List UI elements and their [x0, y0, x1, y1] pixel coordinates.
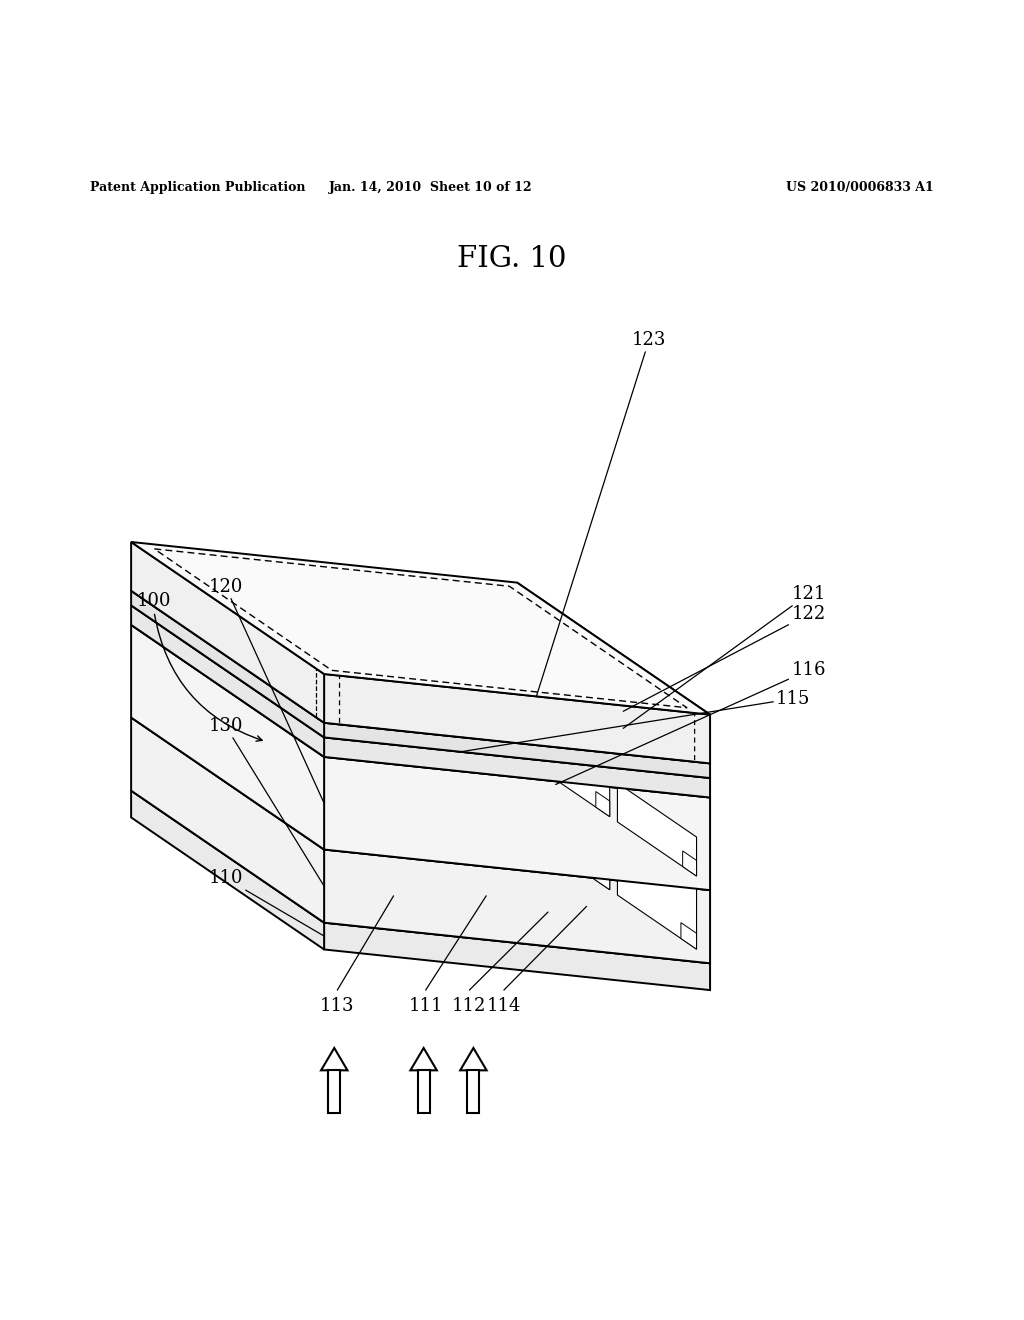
- Polygon shape: [397, 752, 434, 767]
- Polygon shape: [478, 810, 681, 882]
- Text: 122: 122: [624, 606, 825, 711]
- Polygon shape: [467, 1071, 479, 1113]
- Polygon shape: [517, 631, 710, 777]
- Text: FIG. 10: FIG. 10: [458, 244, 566, 273]
- Polygon shape: [131, 624, 325, 850]
- Polygon shape: [369, 800, 406, 814]
- Polygon shape: [683, 851, 696, 876]
- Polygon shape: [617, 783, 696, 876]
- Polygon shape: [484, 812, 521, 826]
- Polygon shape: [322, 1048, 347, 1071]
- Text: 123: 123: [537, 331, 667, 697]
- Polygon shape: [131, 591, 325, 738]
- Polygon shape: [131, 624, 710, 797]
- Polygon shape: [296, 744, 458, 804]
- Polygon shape: [617, 832, 696, 949]
- Polygon shape: [275, 738, 478, 810]
- Polygon shape: [594, 863, 609, 890]
- Text: 120: 120: [209, 578, 325, 803]
- Polygon shape: [596, 792, 609, 817]
- Polygon shape: [131, 543, 325, 723]
- Polygon shape: [412, 756, 574, 816]
- Polygon shape: [325, 756, 710, 890]
- Text: 113: 113: [321, 997, 354, 1015]
- Text: US 2010/0006833 A1: US 2010/0006833 A1: [785, 181, 934, 194]
- Polygon shape: [530, 772, 609, 890]
- Text: 100: 100: [137, 593, 172, 610]
- Text: 114: 114: [486, 997, 521, 1015]
- Polygon shape: [517, 645, 710, 797]
- Polygon shape: [499, 816, 660, 875]
- Text: 130: 130: [208, 717, 325, 886]
- Polygon shape: [253, 787, 290, 803]
- Polygon shape: [131, 606, 710, 777]
- Polygon shape: [131, 543, 710, 714]
- Polygon shape: [131, 591, 710, 763]
- Polygon shape: [267, 792, 429, 851]
- Text: 115: 115: [459, 689, 810, 752]
- Polygon shape: [180, 733, 342, 792]
- Polygon shape: [247, 785, 450, 857]
- Polygon shape: [325, 675, 710, 763]
- Polygon shape: [418, 1071, 430, 1113]
- Text: 121: 121: [624, 585, 825, 729]
- Polygon shape: [325, 850, 710, 964]
- Polygon shape: [362, 797, 565, 870]
- Text: 111: 111: [409, 997, 443, 1015]
- Polygon shape: [391, 751, 594, 822]
- Polygon shape: [530, 723, 609, 817]
- Polygon shape: [325, 923, 710, 990]
- Polygon shape: [460, 1048, 486, 1071]
- Polygon shape: [681, 923, 696, 949]
- Polygon shape: [131, 718, 325, 923]
- Polygon shape: [325, 723, 710, 777]
- Polygon shape: [325, 738, 710, 797]
- Text: 110: 110: [208, 870, 325, 936]
- Polygon shape: [160, 726, 362, 797]
- Polygon shape: [517, 832, 710, 990]
- Text: Patent Application Publication: Patent Application Publication: [90, 181, 306, 194]
- Polygon shape: [517, 582, 710, 763]
- Polygon shape: [517, 758, 710, 964]
- Polygon shape: [131, 791, 325, 949]
- Text: 116: 116: [556, 661, 825, 784]
- Text: Jan. 14, 2010  Sheet 10 of 12: Jan. 14, 2010 Sheet 10 of 12: [329, 181, 532, 194]
- Text: 112: 112: [453, 997, 486, 1015]
- Polygon shape: [131, 718, 710, 890]
- Polygon shape: [328, 1071, 340, 1113]
- Polygon shape: [411, 1048, 437, 1071]
- Polygon shape: [131, 606, 325, 756]
- Polygon shape: [282, 741, 318, 755]
- Polygon shape: [517, 665, 710, 890]
- Polygon shape: [131, 791, 710, 964]
- Polygon shape: [383, 804, 545, 863]
- Polygon shape: [166, 727, 203, 743]
